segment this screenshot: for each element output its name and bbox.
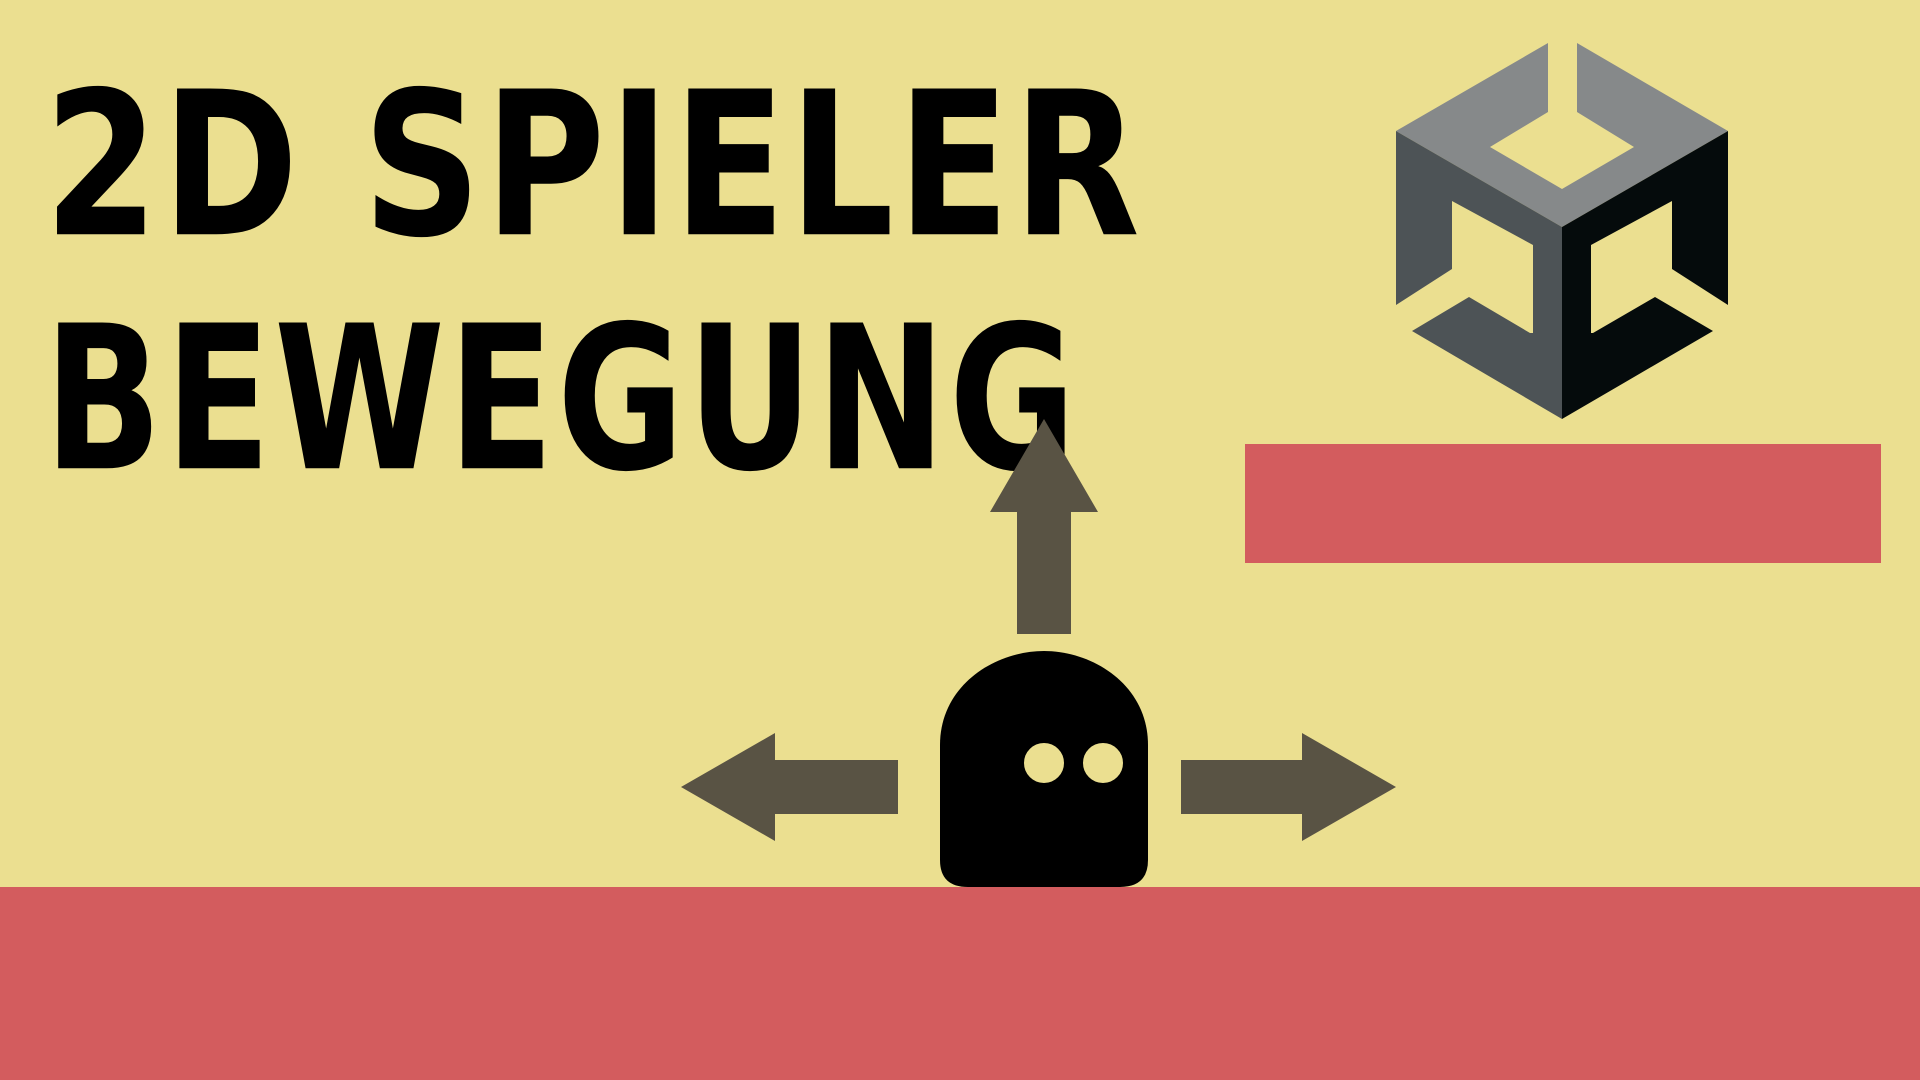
title-line-1: 2D SPIELER xyxy=(44,49,1144,283)
player-eye-left xyxy=(1020,739,1068,787)
player-eye-right xyxy=(1079,739,1127,787)
upper-platform xyxy=(1245,444,1881,563)
unity-logo-right-face xyxy=(1562,131,1728,419)
unity-logo-top-face xyxy=(1396,43,1728,227)
arrow-up-icon xyxy=(990,419,1098,634)
unity-logo-left-face xyxy=(1396,131,1562,419)
arrow-left-icon xyxy=(681,733,898,841)
ground-platform xyxy=(0,887,1920,1080)
title-line-2: BEWEGUNG xyxy=(44,283,1080,517)
arrow-right-icon xyxy=(1181,733,1396,841)
